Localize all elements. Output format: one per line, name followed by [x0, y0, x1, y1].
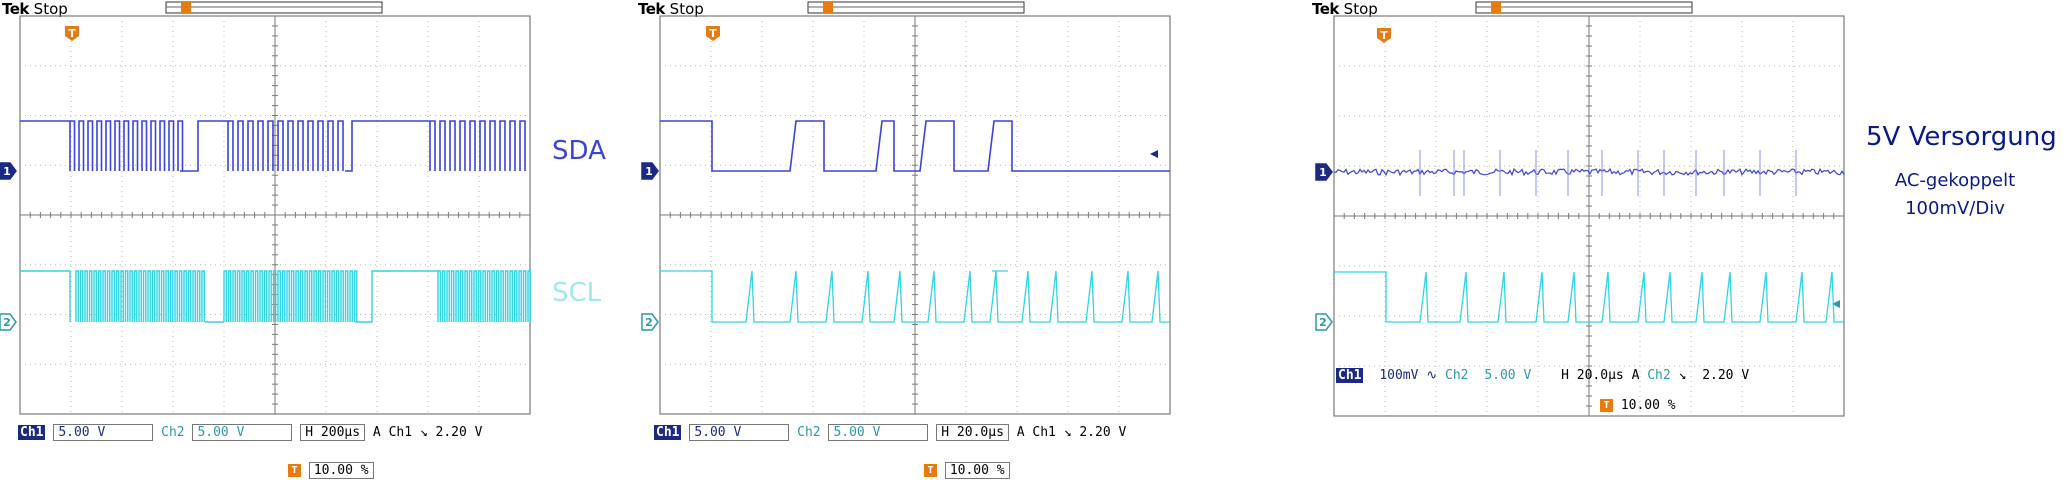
- state-label: Stop: [33, 0, 68, 18]
- supply-spikes: [1419, 150, 1797, 196]
- channel-marker-label: 2: [645, 316, 653, 329]
- scope-2-header: Tek Stop: [638, 0, 704, 18]
- sda-trace: [660, 120, 1170, 172]
- trigger-source: Ch1: [388, 425, 413, 440]
- state-label: Stop: [669, 0, 704, 18]
- channel-marker-label: 2: [1319, 316, 1327, 329]
- trigger-slope-icon: ↘: [1678, 368, 1687, 383]
- trigger-marker-label: T: [68, 27, 76, 40]
- ch2-scale: 5.00 V: [1484, 368, 1532, 383]
- trigger-level: 2.20 V: [1702, 368, 1750, 383]
- ch1-label: Ch1: [1336, 368, 1364, 383]
- trigger-icon: T: [288, 464, 301, 477]
- supply-title: 5V Versorgung: [1866, 122, 2057, 152]
- scl-trace: [660, 270, 1170, 323]
- trigger-marker-icon: [706, 26, 720, 41]
- scope-3-header: Tek Stop: [1312, 0, 1378, 18]
- ch1-label: Ch1: [654, 425, 682, 440]
- scl-label: SCL: [552, 278, 602, 308]
- ch1-scale: 5.00 V: [53, 424, 154, 441]
- state-label: Stop: [1343, 0, 1378, 18]
- trigger-position: 10.00 %: [308, 462, 374, 479]
- trigger-icon: T: [1600, 399, 1613, 412]
- trigger-marker-icon: [1377, 28, 1391, 43]
- scope-3-readout: Ch1 100mV ∿ Ch2 5.00 V H 20.0µs A Ch2 ↘ …: [1336, 368, 1749, 383]
- trigger-position-marker: [181, 2, 191, 13]
- channel-marker-icon: [1315, 163, 1333, 181]
- horizontal-scale: H 20.0µs: [1561, 368, 1624, 383]
- ch2-label: Ch2: [797, 425, 821, 440]
- trigger-position-marker: [1491, 2, 1501, 13]
- trigger-marker-label: T: [709, 27, 717, 40]
- sda-label: SDA: [552, 136, 606, 166]
- supply-coupling: AC-gekoppelt: [1894, 170, 2016, 191]
- trigger-position: 10.00 %: [944, 462, 1010, 479]
- scope-3-trigpos: T 10.00 %: [1600, 398, 1676, 413]
- channel-marker-label: 1: [3, 165, 11, 178]
- brand-label: Tek: [1312, 0, 1339, 18]
- horizontal-scale: H 200µs: [300, 424, 366, 441]
- supply-trace: [1333, 167, 1845, 177]
- sda-trace: [20, 120, 526, 172]
- channel-marker-icon: [0, 313, 17, 331]
- trigger-position-marker: [823, 2, 833, 13]
- trigger-marker-label: T: [1380, 29, 1388, 42]
- scope-1-trigpos: T 10.00 %: [288, 462, 374, 479]
- ac-coupling-icon: ∿: [1426, 368, 1438, 383]
- acq-mode: A: [1631, 368, 1640, 383]
- channel-marker-label: 2: [3, 316, 11, 329]
- trigger-slope-icon: ↘: [1063, 425, 1072, 440]
- trigger-source: Ch2: [1647, 368, 1671, 383]
- ch1-label: Ch1: [18, 425, 46, 440]
- scope-1-readout: Ch1 5.00 V Ch2 5.00 V H 200µs A Ch1 ↘ 2.…: [18, 424, 483, 441]
- scl-trace: [1334, 271, 1844, 323]
- scope-2-display: T 1 2: [641, 1, 1171, 415]
- ch2-label: Ch2: [1445, 368, 1469, 383]
- brand-label: Tek: [638, 0, 665, 18]
- channel-marker-icon: [1315, 313, 1333, 331]
- scope-2: Tek Stop T 1 2 Ch1 5.00 V Ch2 5.00 V H 20.…: [636, 0, 1196, 480]
- channel-marker-icon: [641, 162, 659, 180]
- trigger-icon: T: [924, 464, 937, 477]
- ch1-scale: 5.00 V: [689, 424, 790, 441]
- scope-2-trigpos: T 10.00 %: [924, 462, 1010, 479]
- ch2-scale: 5.00 V: [192, 424, 293, 441]
- scope-1-header: Tek Stop: [2, 0, 68, 18]
- trigger-level: 2.20 V: [435, 425, 483, 440]
- scope-2-readout: Ch1 5.00 V Ch2 5.00 V H 20.0µs A Ch1 ↘ 2…: [654, 424, 1126, 441]
- channel-marker-icon: [0, 162, 17, 180]
- ch1-scale: 100mV: [1379, 368, 1419, 383]
- supply-scale: 100mV/Div: [1905, 198, 2005, 219]
- trigger-marker-icon: [65, 26, 79, 41]
- acq-mode: A: [1016, 425, 1025, 440]
- brand-label: Tek: [2, 0, 29, 18]
- channel-marker-label: 1: [645, 165, 653, 178]
- scope-3-display: T 1 2: [1315, 1, 1845, 417]
- ch2-scale: 5.00 V: [828, 424, 929, 441]
- scope-3: Tek Stop T 1 2 Ch1 100mV ∿ Ch2 5.00 V H 20…: [1310, 0, 1870, 480]
- scl-trace: [20, 270, 531, 323]
- ch1-trigger-arrow-icon: [1150, 150, 1158, 158]
- ch2-trigger-arrow-icon: [1832, 300, 1840, 308]
- acq-mode: A: [372, 425, 381, 440]
- scope-1: Tek Stop T 1 2 Ch1 5.00 V Ch2 5.00 V H 200…: [0, 0, 560, 480]
- channel-marker-icon: [641, 313, 659, 331]
- scope-1-display: T 1 2: [0, 1, 531, 415]
- trigger-position: 10.00 %: [1620, 398, 1676, 413]
- ch2-label: Ch2: [161, 425, 185, 440]
- channel-marker-label: 1: [1319, 166, 1327, 179]
- trigger-source: Ch1: [1032, 425, 1056, 440]
- trigger-level: 2.20 V: [1079, 425, 1127, 440]
- horizontal-scale: H 20.0µs: [936, 424, 1009, 441]
- trigger-slope-icon: ↘: [419, 425, 428, 440]
